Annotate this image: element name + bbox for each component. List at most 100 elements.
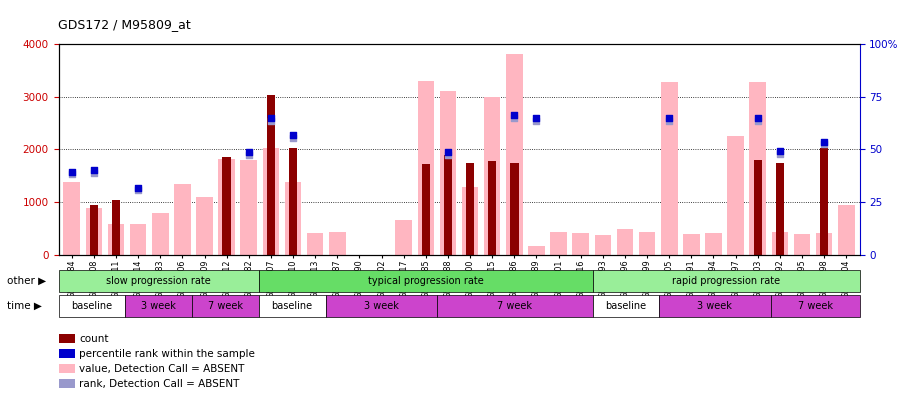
Text: 3 week: 3 week xyxy=(364,301,399,311)
Bar xyxy=(592,295,660,317)
Bar xyxy=(125,295,192,317)
Bar xyxy=(820,148,828,255)
Text: count: count xyxy=(79,333,109,344)
Bar xyxy=(152,213,168,255)
Point xyxy=(65,171,79,177)
Point xyxy=(441,148,455,155)
Text: baseline: baseline xyxy=(272,301,312,311)
Point xyxy=(131,185,146,191)
Bar xyxy=(439,91,456,255)
Point xyxy=(441,152,455,158)
Point xyxy=(65,169,79,175)
Point xyxy=(286,135,301,141)
Bar xyxy=(436,295,592,317)
Bar xyxy=(444,155,452,255)
Text: 3 week: 3 week xyxy=(698,301,733,311)
Point xyxy=(86,169,101,176)
Bar xyxy=(58,270,259,292)
Point xyxy=(507,115,521,122)
Bar xyxy=(753,160,762,255)
Bar xyxy=(289,148,297,255)
Bar xyxy=(307,232,323,255)
Bar xyxy=(550,232,567,255)
Bar xyxy=(263,148,279,255)
Point xyxy=(662,118,677,124)
Bar xyxy=(86,208,103,255)
Point xyxy=(529,118,544,124)
Bar xyxy=(506,54,523,255)
Bar xyxy=(259,295,326,317)
Point xyxy=(241,152,256,158)
Bar xyxy=(815,232,832,255)
Point xyxy=(751,114,765,121)
Text: 7 week: 7 week xyxy=(497,301,532,311)
Point xyxy=(817,141,832,147)
Bar xyxy=(259,270,592,292)
Point xyxy=(86,167,101,173)
Bar xyxy=(466,163,474,255)
Bar xyxy=(510,163,518,255)
Text: typical progression rate: typical progression rate xyxy=(368,276,483,286)
Bar xyxy=(750,82,766,255)
Text: baseline: baseline xyxy=(71,301,112,311)
Bar xyxy=(90,205,98,255)
Bar xyxy=(58,295,125,317)
Text: rapid progression rate: rapid progression rate xyxy=(672,276,780,286)
Point xyxy=(131,187,146,193)
Text: percentile rank within the sample: percentile rank within the sample xyxy=(79,348,255,359)
Bar xyxy=(770,295,860,317)
Point xyxy=(286,131,301,138)
Bar xyxy=(660,295,770,317)
Text: 3 week: 3 week xyxy=(141,301,176,311)
Bar xyxy=(639,232,655,255)
Bar xyxy=(572,232,589,255)
Bar xyxy=(222,158,231,255)
Bar xyxy=(776,163,784,255)
Bar xyxy=(528,246,544,255)
Bar xyxy=(421,164,430,255)
Text: 7 week: 7 week xyxy=(797,301,832,311)
Bar xyxy=(112,200,121,255)
Point xyxy=(264,114,278,121)
Bar xyxy=(683,234,699,255)
Bar xyxy=(771,232,788,255)
Text: time ▶: time ▶ xyxy=(7,301,42,311)
Bar xyxy=(395,220,412,255)
Point xyxy=(264,118,278,124)
Point xyxy=(772,147,787,154)
Text: value, Detection Call = ABSENT: value, Detection Call = ABSENT xyxy=(79,364,245,374)
Bar xyxy=(64,182,80,255)
Point xyxy=(662,114,677,121)
Bar xyxy=(727,136,744,255)
Bar xyxy=(484,97,500,255)
Bar xyxy=(488,161,497,255)
Bar xyxy=(130,224,147,255)
Point xyxy=(241,148,256,155)
Bar xyxy=(174,184,191,255)
Text: baseline: baseline xyxy=(606,301,646,311)
Bar xyxy=(794,234,810,255)
Bar xyxy=(462,187,479,255)
Point xyxy=(772,150,787,157)
Text: GDS172 / M95809_at: GDS172 / M95809_at xyxy=(58,18,191,31)
Point xyxy=(507,112,521,118)
Bar xyxy=(240,160,257,255)
Bar xyxy=(196,197,212,255)
Text: rank, Detection Call = ABSENT: rank, Detection Call = ABSENT xyxy=(79,379,239,389)
Bar xyxy=(192,295,259,317)
Bar xyxy=(108,224,124,255)
Text: 7 week: 7 week xyxy=(208,301,243,311)
Bar xyxy=(219,159,235,255)
Bar xyxy=(706,233,722,255)
Bar xyxy=(838,205,854,255)
Bar xyxy=(661,82,678,255)
Bar xyxy=(616,229,634,255)
Bar xyxy=(284,182,302,255)
Bar xyxy=(595,235,611,255)
Bar xyxy=(329,232,346,255)
Point xyxy=(817,138,832,145)
Text: slow progression rate: slow progression rate xyxy=(106,276,211,286)
Bar xyxy=(418,81,434,255)
Bar xyxy=(592,270,860,292)
Bar xyxy=(326,295,436,317)
